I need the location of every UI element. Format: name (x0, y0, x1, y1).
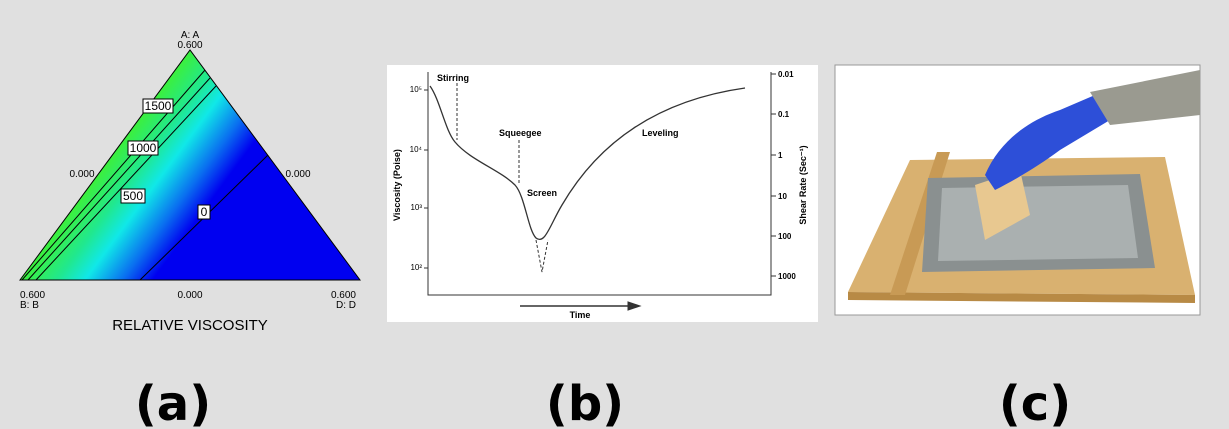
panel-label: (a) (135, 376, 211, 429)
y2-tick-label: 0.01 (778, 70, 794, 79)
y-tick-label: 10⁴ (410, 145, 423, 154)
glove (985, 95, 1110, 190)
y2-axis-label: Shear Rate (Sec⁻¹) (798, 145, 808, 224)
edge-value: 0.000 (285, 169, 310, 180)
x-axis-label: Time (570, 310, 591, 320)
contour-label: 1000 (130, 141, 157, 155)
y-tick-label: 10² (410, 263, 422, 272)
y2-tick-label: 10 (778, 192, 787, 201)
vertex-name: A: A (181, 30, 200, 41)
y-tick-label: 10³ (410, 203, 422, 212)
annotation: Screen (527, 188, 557, 198)
contour-label: 0 (201, 205, 208, 219)
y2-tick-label: 1 (778, 151, 783, 160)
annotation: Stirring (437, 73, 469, 83)
panel-label: (b) (546, 376, 624, 429)
edge-value: 0.000 (177, 290, 202, 301)
vertex-name: D: D (336, 300, 356, 311)
vertex-value: 0.600 (177, 40, 202, 51)
panel-c (834, 64, 1201, 316)
panel-b: 10⁵ 10⁴ 10³ 10² 0.01 0.1 1 10 100 1000 V… (387, 65, 818, 322)
edge-value: 0.000 (69, 169, 94, 180)
annotation: Leveling (642, 128, 679, 138)
panel-a: 1500 1000 500 0 A: A 0.600 0.600 B: B 0.… (19, 30, 361, 334)
y2-tick-label: 1000 (778, 272, 796, 281)
chart-background (387, 65, 818, 322)
y2-tick-label: 100 (778, 232, 792, 241)
y-tick-label: 10⁵ (410, 85, 422, 94)
annotation: Squeegee (499, 128, 542, 138)
contour-label: 500 (123, 189, 143, 203)
vertex-name: B: B (20, 300, 39, 311)
vertex-value: 0.600 (20, 290, 45, 301)
panel-label: (c) (999, 376, 1071, 429)
y2-tick-label: 0.1 (778, 110, 790, 119)
y-axis-label: Viscosity (Poise) (392, 149, 402, 221)
plot-title: RELATIVE VISCOSITY (112, 317, 268, 334)
ternary-plot (19, 49, 361, 281)
squeegee (975, 170, 1030, 240)
sleeve (1090, 70, 1200, 125)
contour-label: 1500 (145, 99, 172, 113)
vertex-value: 0.600 (331, 290, 356, 301)
